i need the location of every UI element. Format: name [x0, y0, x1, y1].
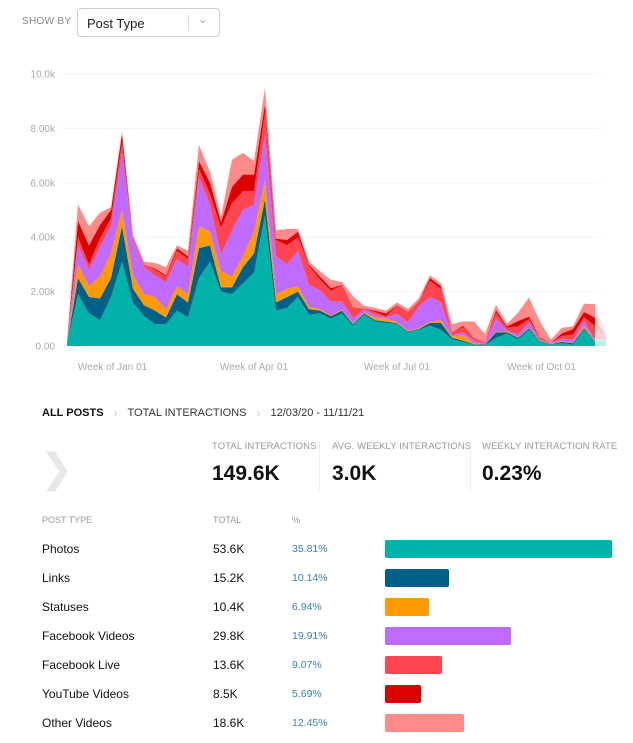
share-bar	[385, 540, 612, 558]
breadcrumb: ALL POSTS › TOTAL INTERACTIONS › 12/03/2…	[42, 406, 364, 420]
post-type-name: Statuses	[42, 600, 89, 614]
y-tick-label: 10.0k	[31, 70, 56, 81]
post-type-percent: 12.45%	[292, 717, 328, 729]
post-type-percent: 9.07%	[292, 659, 322, 671]
stat-weekly-interaction-rate: WEEKLY INTERACTION RATE 0.23%	[482, 441, 617, 486]
area-links	[67, 199, 606, 346]
y-tick-label: 0.00	[36, 342, 56, 353]
column-header-post-type: POST TYPE	[42, 515, 93, 525]
chevron-right-icon: ›	[113, 406, 118, 420]
show-by-value: Post Type	[87, 16, 145, 31]
select-divider	[188, 15, 189, 31]
area-facebook-videos	[67, 133, 606, 345]
post-type-percent: 35.81%	[292, 543, 328, 555]
post-type-name: Other Videos	[42, 716, 112, 730]
post-type-percent: 19.91%	[292, 630, 328, 642]
share-bar	[385, 598, 429, 616]
y-tick-label: 6.00k	[31, 178, 56, 189]
y-tick-label: 2.00k	[31, 287, 56, 298]
stat-label: TOTAL INTERACTIONS	[212, 441, 317, 452]
table-row: Facebook Videos 29.8K 19.91%	[0, 622, 633, 651]
post-type-total: 8.5K	[213, 687, 238, 701]
share-bar	[385, 685, 422, 703]
post-type-percent: 6.94%	[292, 601, 322, 613]
post-type-total: 13.6K	[213, 658, 245, 672]
stat-total-interactions: TOTAL INTERACTIONS 149.6K	[212, 441, 317, 486]
post-type-name: YouTube Videos	[42, 687, 129, 701]
column-header-total: TOTAL	[213, 515, 242, 525]
breadcrumb-total-interactions[interactable]: TOTAL INTERACTIONS	[127, 407, 247, 419]
post-type-name: Links	[42, 571, 71, 585]
area-facebook-live	[67, 112, 606, 344]
x-tick-label: Week of Oct 01	[507, 362, 576, 373]
post-type-total: 10.4K	[213, 600, 245, 614]
x-tick-label: Week of Apr 01	[220, 362, 289, 373]
divider	[470, 441, 471, 491]
post-type-name: Photos	[42, 542, 80, 556]
post-type-total: 18.6K	[213, 716, 245, 730]
table-row: Statuses 10.4K 6.94%	[0, 593, 633, 622]
stat-value: 3.0K	[332, 462, 377, 485]
divider	[319, 441, 320, 491]
post-type-percent: 10.14%	[292, 572, 328, 584]
area-photos	[67, 215, 606, 346]
post-type-total: 29.8K	[213, 629, 245, 643]
share-bar	[385, 569, 450, 587]
stat-label: AVG. WEEKLY INTERACTIONS	[332, 441, 472, 452]
post-type-percent: 5.69%	[292, 688, 322, 700]
x-tick-label: Week of Jul 01	[364, 362, 430, 373]
breadcrumb-date-range: 12/03/20 - 11/11/21	[270, 407, 365, 419]
table-row: Links 15.2K 10.14%	[0, 564, 633, 593]
stat-value: 149.6K	[212, 462, 280, 485]
table-row: Photos 53.6K 35.81%	[0, 535, 633, 564]
x-tick-label: Week of Jan 01	[78, 362, 148, 373]
column-header-percent: %	[292, 515, 301, 525]
partial-week-overlay	[595, 74, 608, 346]
chevron-right-icon[interactable]: ❯	[40, 447, 74, 491]
chevron-down-icon: ⌄	[198, 14, 208, 26]
table-row: Other Videos 18.6K 12.45%	[0, 709, 633, 738]
stacked-area-chart: 0.00 2.00k 4.00k 6.00k 8.00k 10.0k Week of Jan…	[31, 70, 608, 373]
post-type-total: 15.2K	[213, 571, 245, 585]
stat-label: WEEKLY INTERACTION RATE	[482, 441, 618, 452]
show-by-label: SHOW BY	[22, 16, 72, 27]
table-row: Facebook Live 13.6K 9.07%	[0, 651, 633, 680]
y-tick-label: 4.00k	[31, 233, 56, 244]
stat-value: 0.23%	[482, 462, 542, 485]
y-tick-label: 8.00k	[31, 124, 56, 135]
chevron-right-icon: ›	[256, 406, 261, 420]
post-type-name: Facebook Videos	[42, 629, 135, 643]
stat-avg-weekly-interactions: AVG. WEEKLY INTERACTIONS 3.0K	[332, 441, 471, 486]
post-type-total: 53.6K	[213, 542, 245, 556]
table-row: YouTube Videos 8.5K 5.69%	[0, 680, 633, 709]
share-bar	[385, 627, 512, 645]
breadcrumb-all-posts[interactable]: ALL POSTS	[42, 407, 104, 419]
share-bar	[385, 656, 443, 674]
share-bar	[385, 714, 464, 732]
show-by-select[interactable]: Post Type ⌄	[77, 8, 220, 37]
post-type-name: Facebook Live	[42, 658, 121, 672]
